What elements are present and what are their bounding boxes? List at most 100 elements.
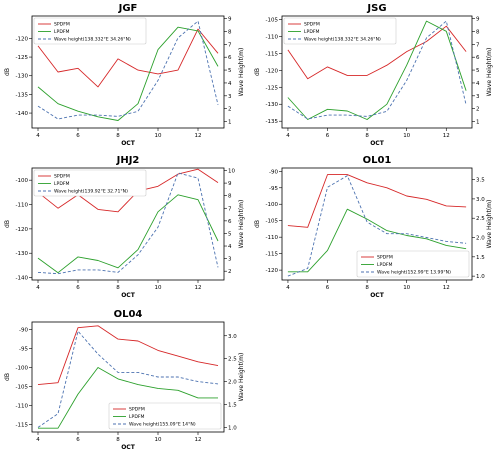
y-right-tick-label: 5 <box>228 231 232 237</box>
plot-frame <box>281 167 473 281</box>
y-right-tick-label: 5 <box>476 68 480 74</box>
y-right-tick-label: 8 <box>228 194 232 200</box>
x-axis-label: OCT <box>121 292 136 299</box>
y-right-tick-label: 9 <box>228 17 232 23</box>
y-tick-label: -135 <box>16 92 29 98</box>
y-right-axis-label: Wave Height(m) <box>486 200 493 249</box>
x-tick-label: 12 <box>195 133 202 139</box>
chart-title: OL04 <box>114 309 143 320</box>
x-tick-label: 4 <box>36 437 40 443</box>
y-right-tick-label: 9 <box>228 181 232 187</box>
y-tick-label: -110 <box>266 34 279 40</box>
y-tick-label: -115 <box>266 252 279 258</box>
y-right-tick-label: 2 <box>228 107 232 113</box>
series-line-wave-height <box>287 20 467 120</box>
y-right-tick-label: 3 <box>476 94 480 100</box>
x-tick-label: 6 <box>326 133 330 139</box>
y-right-tick-label: 1.0 <box>228 425 237 431</box>
y-right-tick-label: 3.0 <box>228 334 237 340</box>
y-tick-label: -115 <box>266 51 279 57</box>
legend-entry: SPDFM <box>129 407 145 413</box>
series-line-wave-height <box>37 20 219 120</box>
y-right-tick-label: 3.0 <box>476 197 485 203</box>
series-line-spdfm <box>287 25 467 80</box>
x-tick-label: 4 <box>286 285 290 291</box>
y-right-tick-label: 7 <box>228 206 232 212</box>
y-right-tick-label: 2 <box>228 269 232 275</box>
x-tick-label: 8 <box>365 133 369 139</box>
x-axis-label: OCT <box>370 292 385 299</box>
series-line-wave-height <box>287 175 467 277</box>
x-tick-label: 12 <box>195 437 202 443</box>
legend-entry: Wave height(155.09°E 14°N) <box>129 422 196 428</box>
y-tick-label: -115 <box>16 422 29 428</box>
y-right-tick-label: 4 <box>228 81 232 87</box>
y-right-tick-label: 1 <box>228 120 232 126</box>
y-tick-label: -100 <box>266 202 279 208</box>
legend-entry: Wave height(138.332°E 34.26°N) <box>304 37 381 43</box>
y-tick-label: -120 <box>266 268 279 274</box>
y-right-axis-label: Wave Height(m) <box>486 48 493 97</box>
series-line-lpdfm <box>287 208 467 273</box>
y-tick-label: -110 <box>16 203 29 209</box>
x-tick-label: 4 <box>286 133 290 139</box>
y-tick-label: -120 <box>16 36 29 42</box>
y-right-tick-label: 1.5 <box>476 255 485 261</box>
x-tick-label: 10 <box>155 133 162 139</box>
y-right-tick-label: 2 <box>476 107 480 113</box>
y-right-tick-label: 4 <box>476 81 480 87</box>
plot-frame <box>31 321 225 433</box>
x-tick-label: 10 <box>403 285 410 291</box>
x-tick-label: 8 <box>116 437 120 443</box>
x-tick-label: 6 <box>76 285 80 291</box>
y-axis-label: dB <box>4 68 11 76</box>
chart-title: JHJ2 <box>116 155 140 166</box>
legend-entry: LPDFM <box>129 414 145 420</box>
y-right-tick-label: 4 <box>228 244 232 250</box>
plot-frame <box>281 15 473 129</box>
y-axis-label: dB <box>254 220 261 228</box>
y-axis-label: dB <box>4 220 11 228</box>
chart-panel-jhj2: JHJ2 4 6 8 10 12 OCT -140 -130 -120 -110 -100 dB 2 3 4 5… <box>4 155 245 299</box>
y-tick-label: -90 <box>19 328 28 334</box>
series-line-lpdfm <box>287 20 467 120</box>
series-line-wave-height <box>37 172 219 275</box>
x-tick-label: 10 <box>155 437 162 443</box>
x-axis-label: OCT <box>121 140 136 147</box>
chart-title: JGF <box>118 3 138 14</box>
chart-title: JSG <box>366 3 386 14</box>
x-tick-label: 10 <box>155 285 162 291</box>
x-tick-label: 8 <box>116 285 120 291</box>
legend-entry: SPDFM <box>54 174 70 180</box>
chart-title: OL01 <box>363 155 392 166</box>
y-axis-label: dB <box>4 373 11 381</box>
y-right-tick-label: 3.5 <box>476 178 485 184</box>
x-tick-label: 10 <box>403 133 410 139</box>
y-right-tick-label: 1.0 <box>476 274 485 280</box>
y-axis-label: dB <box>254 68 261 76</box>
legend-entry: Wave height(139.92°E 32.71°N) <box>54 189 128 195</box>
y-right-tick-label: 9 <box>476 17 480 23</box>
x-tick-label: 12 <box>195 285 202 291</box>
y-tick-label: -125 <box>266 85 279 91</box>
y-tick-label: -140 <box>16 276 29 282</box>
x-tick-label: 12 <box>443 133 450 139</box>
legend-box <box>33 169 147 197</box>
y-right-tick-label: 1 <box>476 120 480 126</box>
y-tick-label: -130 <box>266 102 279 108</box>
y-tick-label: -120 <box>266 68 279 74</box>
y-right-tick-label: 7 <box>476 42 480 48</box>
x-tick-label: 8 <box>116 133 120 139</box>
series-line-lpdfm <box>38 367 218 429</box>
chart-panel-ol01: OL01 4 6 8 10 12 OCT -120 -115 -110 -105 -100 -95 -90… <box>254 155 493 299</box>
legend-entry: LPDFM <box>304 29 320 35</box>
y-tick-label: -110 <box>16 403 29 409</box>
y-tick-label: -120 <box>16 227 29 233</box>
plot-frame <box>31 167 225 281</box>
